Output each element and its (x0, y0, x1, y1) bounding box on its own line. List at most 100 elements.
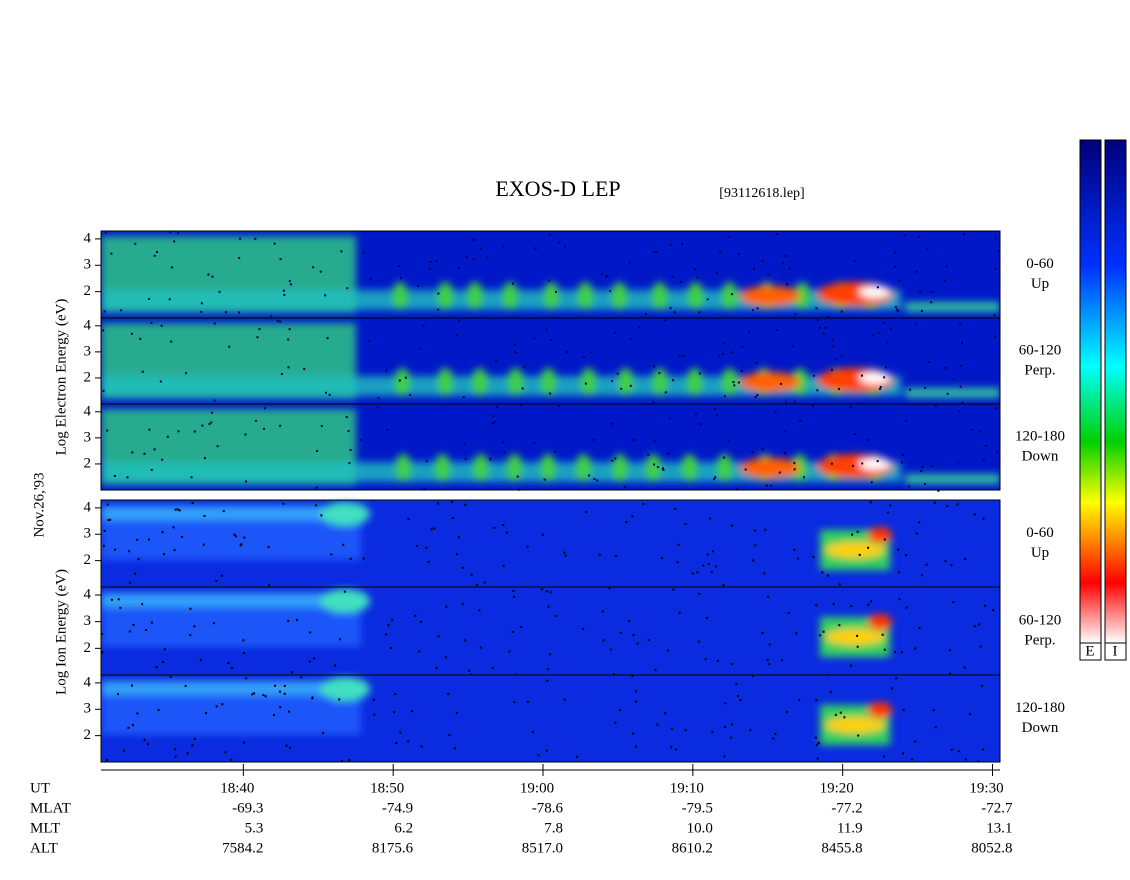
noise (369, 278, 372, 281)
noise (102, 389, 105, 392)
noise (816, 389, 819, 392)
noise (970, 428, 973, 431)
noise (245, 677, 248, 680)
noise (193, 625, 196, 628)
noise (696, 276, 699, 279)
y-tick-label: 2 (84, 283, 92, 299)
noise (950, 748, 953, 751)
noise (854, 432, 857, 435)
noise (101, 632, 104, 635)
noise (934, 404, 937, 407)
feature (792, 368, 809, 396)
noise (714, 476, 717, 479)
noise (444, 656, 447, 659)
noise (445, 605, 448, 608)
noise (713, 407, 716, 410)
feature (506, 454, 523, 482)
feature (617, 368, 634, 396)
noise (812, 374, 815, 377)
noise (340, 250, 343, 253)
noise (386, 428, 389, 431)
noise (754, 396, 757, 399)
noise (737, 252, 740, 255)
noise (821, 571, 824, 574)
noise (193, 737, 196, 740)
feature (101, 607, 361, 647)
noise (884, 366, 887, 369)
feature (437, 368, 454, 396)
noise (511, 282, 514, 285)
noise (849, 664, 852, 667)
noise (141, 603, 144, 606)
noise (921, 465, 924, 468)
noise (267, 546, 270, 549)
noise (455, 711, 458, 714)
noise (596, 479, 599, 482)
noise (203, 514, 206, 517)
noise (647, 453, 650, 456)
noise (545, 749, 548, 752)
noise (964, 758, 967, 761)
noise (697, 640, 700, 643)
noise (117, 598, 120, 601)
noise (817, 318, 820, 321)
noise (191, 744, 194, 747)
noise (228, 345, 231, 348)
noise (102, 544, 105, 547)
noise (838, 583, 841, 586)
y-tick-label: 2 (84, 640, 92, 656)
noise (670, 746, 673, 749)
noise (818, 326, 821, 329)
noise (508, 650, 511, 653)
noise (824, 327, 827, 330)
noise (173, 240, 176, 243)
noise (669, 243, 672, 246)
noise (634, 745, 637, 748)
noise (502, 441, 505, 444)
row-value: 13.1 (986, 820, 1012, 836)
noise (333, 664, 336, 667)
noise (994, 237, 997, 240)
noise (300, 676, 303, 679)
noise (348, 759, 351, 762)
noise (632, 732, 635, 735)
noise (853, 259, 856, 262)
feature (651, 282, 668, 310)
noise (359, 438, 362, 441)
row-value: 7.8 (544, 820, 563, 836)
noise (588, 474, 591, 477)
noise (315, 486, 318, 489)
noise (422, 324, 425, 327)
noise (215, 579, 218, 582)
y-tick-label: 3 (84, 429, 92, 445)
noise (242, 652, 245, 655)
noise (407, 740, 410, 743)
noise (653, 463, 656, 466)
noise (262, 694, 265, 697)
noise (723, 725, 726, 728)
noise (724, 702, 727, 705)
noise (822, 630, 825, 633)
noise (693, 268, 696, 271)
noise (155, 251, 158, 254)
noise (494, 421, 497, 424)
noise (614, 331, 617, 334)
noise (721, 352, 724, 355)
noise (636, 642, 639, 645)
noise (945, 265, 948, 268)
noise (668, 417, 671, 420)
noise (889, 504, 892, 507)
noise (729, 736, 732, 739)
noise (982, 517, 985, 520)
row-value: 8455.8 (821, 840, 862, 856)
noise (505, 531, 508, 534)
y-tick-label: 2 (84, 455, 92, 471)
noise (682, 355, 685, 358)
noise (427, 560, 430, 563)
noise (752, 559, 755, 562)
x-tick-label: 18:50 (370, 780, 404, 796)
noise (448, 733, 451, 736)
noise (428, 267, 431, 270)
noise (822, 332, 825, 335)
